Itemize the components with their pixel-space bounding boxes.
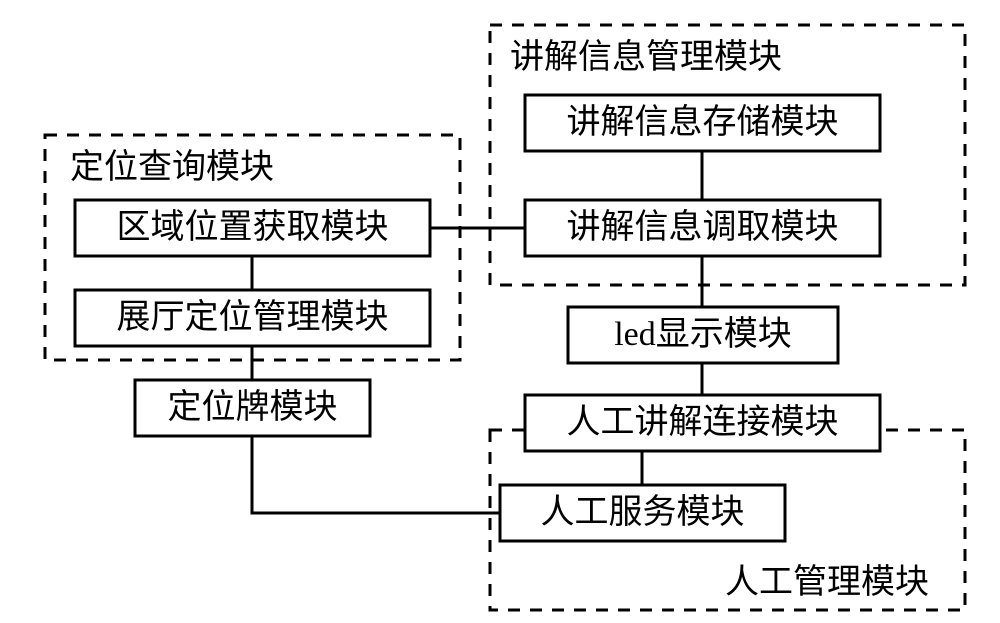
edge: [252, 436, 500, 513]
node-label: 定位牌模块: [168, 388, 338, 426]
node-label: led显示模块: [614, 315, 792, 353]
module-node: 展厅定位管理模块: [75, 290, 430, 346]
node-label: 展厅定位管理模块: [117, 298, 389, 336]
node-label: 人工讲解连接模块: [567, 403, 839, 441]
group-label: 定位查询模块: [70, 148, 274, 186]
module-node: 区域位置获取模块: [75, 200, 430, 256]
node-label: 讲解信息存储模块: [567, 103, 839, 141]
node-label: 区域位置获取模块: [117, 208, 389, 246]
node-label: 讲解信息调取模块: [567, 208, 839, 246]
flowchart-diagram: 定位查询模块 讲解信息管理模块人工管理模块 区域位置获取模块展厅定位管理模块定位牌模…: [0, 0, 1000, 623]
module-node: led显示模块: [568, 307, 838, 363]
module-node: 人工讲解连接模块: [525, 395, 880, 451]
module-node: 定位牌模块: [135, 380, 370, 436]
node-label: 人工服务模块: [541, 493, 745, 531]
group-label: 人工管理模块: [725, 563, 929, 601]
module-node: 人工服务模块: [500, 485, 785, 541]
module-node: 讲解信息调取模块: [525, 200, 880, 256]
module-node: 讲解信息存储模块: [525, 95, 880, 151]
group-label: 讲解信息管理模块: [510, 38, 782, 76]
